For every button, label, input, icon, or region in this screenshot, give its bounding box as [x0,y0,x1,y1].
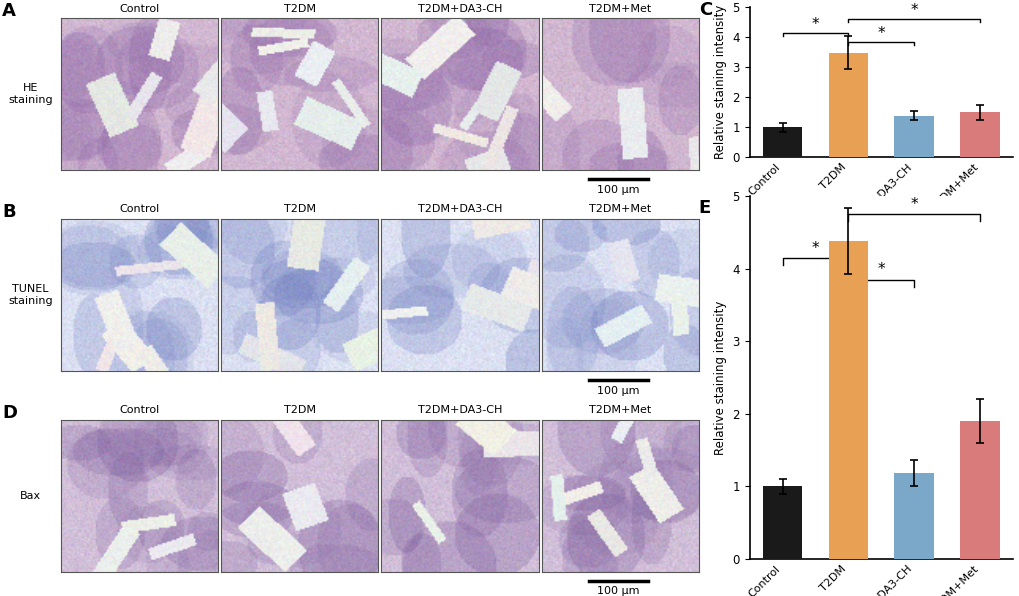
Text: E: E [698,199,710,217]
Text: TUNEL
staining: TUNEL staining [8,284,53,306]
Text: T2DM+DA3-CH: T2DM+DA3-CH [418,405,501,415]
Bar [762,486,802,559]
Bar [827,241,867,559]
Bar [894,116,933,157]
Text: *: * [811,241,818,256]
Bar [827,53,867,157]
Bar [959,112,999,157]
Text: T2DM+DA3-CH: T2DM+DA3-CH [418,4,501,14]
Text: 100 μm: 100 μm [597,386,639,396]
Text: T2DM+DA3-CH: T2DM+DA3-CH [418,204,501,215]
Text: Bax: Bax [20,491,41,501]
Y-axis label: Relative staining intensity: Relative staining intensity [713,300,727,455]
Text: T2DM: T2DM [283,405,316,415]
Text: A: A [2,2,16,20]
Text: Control: Control [119,405,160,415]
Text: Control: Control [119,204,160,215]
Text: *: * [910,197,917,212]
Text: T2DM: T2DM [283,204,316,215]
Bar [894,473,933,559]
Text: HE
staining: HE staining [8,83,53,105]
Text: T2DM+Met: T2DM+Met [588,4,651,14]
Text: *: * [876,262,884,277]
Bar [762,128,802,157]
Text: T2DM+Met: T2DM+Met [588,405,651,415]
Text: *: * [910,2,917,18]
Y-axis label: Relative staining intensity: Relative staining intensity [713,5,727,160]
Text: Control: Control [119,4,160,14]
Text: C: C [698,1,711,19]
Text: *: * [876,26,884,41]
Text: D: D [2,404,17,422]
Text: B: B [2,203,15,221]
Text: T2DM+Met: T2DM+Met [588,204,651,215]
Text: T2DM: T2DM [283,4,316,14]
Text: 100 μm: 100 μm [597,586,639,596]
Text: 100 μm: 100 μm [597,185,639,195]
Bar [959,421,999,559]
Text: *: * [811,17,818,32]
